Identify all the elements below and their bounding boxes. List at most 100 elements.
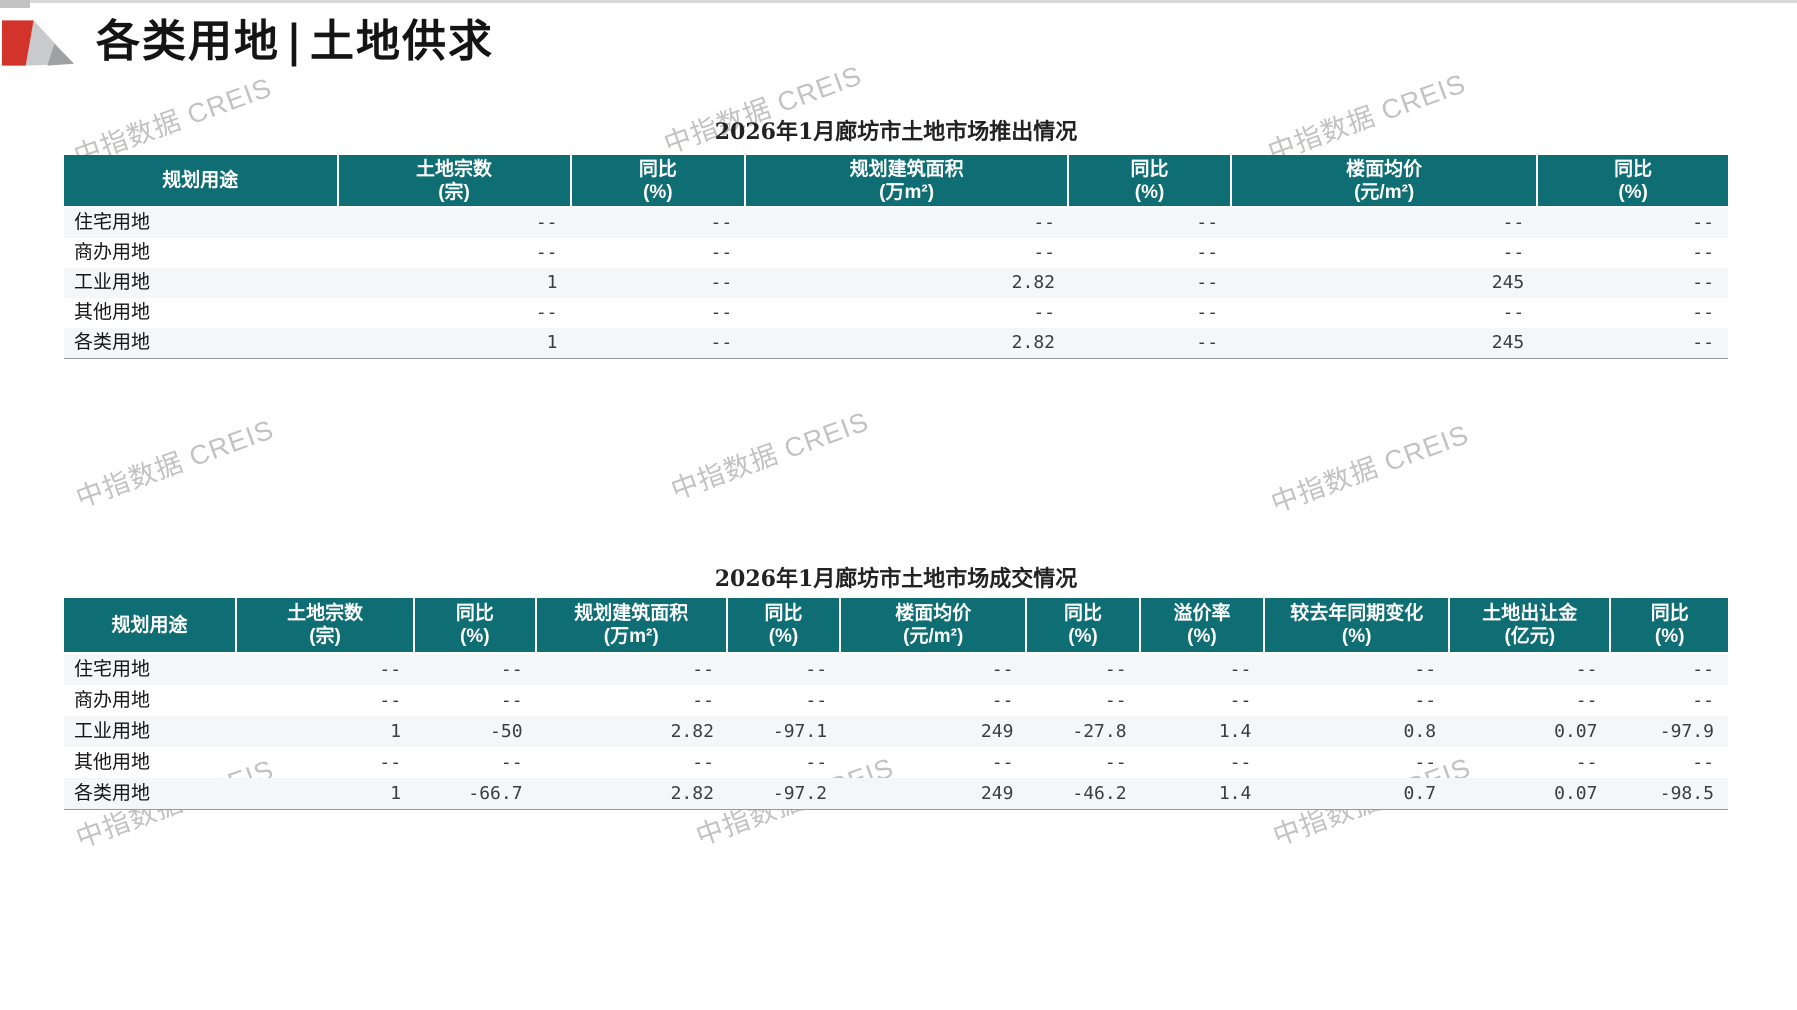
cell-value: -- (1692, 659, 1714, 680)
cell-value: -- (1033, 302, 1056, 323)
cell-value: -- (1033, 212, 1056, 233)
table-row: 住宅用地 -- -- -- -- -- -- (64, 208, 1728, 238)
cell-value: 2.82 (1011, 272, 1056, 293)
cell-value: 249 (980, 783, 1014, 804)
column-header: 楼面均价 (元/m²) (841, 598, 1028, 652)
cell-value: -- (535, 212, 558, 233)
table-row: 其他用地 -- -- -- -- -- -- (64, 298, 1728, 328)
cell-value: -- (379, 690, 402, 711)
row-label: 各类用地 (74, 332, 151, 353)
column-header: 同比 (%) (571, 155, 747, 206)
cell-value: -97.2 (772, 783, 828, 804)
cell-value: -- (692, 690, 714, 711)
cell-value: -- (1575, 690, 1598, 711)
cell-value: -- (805, 659, 828, 680)
cell-value: 245 (1491, 272, 1525, 293)
cell-value: -- (710, 272, 733, 293)
cell-value: -66.7 (468, 783, 523, 804)
cell-value: 0.8 (1403, 721, 1437, 742)
column-header: 规划用途 (64, 598, 238, 652)
column-header: 规划建筑面积 (万m²) (536, 598, 728, 652)
column-header: 较去年同期变化 (%) (1265, 598, 1451, 652)
table-row: 商办用地 -- -- -- -- -- -- (64, 238, 1728, 268)
cell-value: -98.5 (1659, 783, 1714, 804)
cell-value: -- (710, 242, 733, 263)
row-label: 其他用地 (74, 752, 151, 773)
table-row: 各类用地 1 -- 2.82 -- 245 -- (64, 328, 1728, 358)
column-header: 同比 (%) (1027, 598, 1141, 652)
cell-value: -- (535, 242, 558, 263)
cell-value: 0.7 (1403, 783, 1437, 804)
table-row: 各类用地 1 -66.7 2.82 -97.2 249 -46.2 1.4 0.7 0.07 -98… (64, 778, 1728, 809)
table-row: 商办用地 -- -- -- -- -- -- -- -- -- -- (64, 685, 1728, 716)
cell-value: -- (1692, 272, 1714, 293)
watermark-text: 中指数据 CREIS (71, 414, 278, 514)
cell-value: -- (1575, 752, 1598, 773)
cell-value: -- (1229, 659, 1252, 680)
page-title: 各类用地 | 土地供求 (96, 14, 494, 70)
row-label: 各类用地 (74, 783, 151, 804)
cell-value: 1 (546, 332, 558, 353)
column-header: 同比 (%) (1538, 155, 1728, 206)
cell-value: -- (1692, 302, 1714, 323)
cell-value: -- (1692, 752, 1714, 773)
cell-value: -- (379, 659, 402, 680)
table-title-supply: 2026年1月廊坊市土地市场推出情况 (714, 119, 1078, 145)
page-title-right: 土地供求 (310, 16, 495, 67)
land-transaction-table: 规划用途 土地宗数 (宗) 同比 (%) 规划建筑面积 (万m²) 同比 (%) 楼面均价 (元/m… (64, 598, 1728, 810)
cell-value: -- (710, 332, 733, 353)
row-label: 工业用地 (74, 721, 151, 742)
cell-value: -- (1229, 690, 1252, 711)
cell-value: -- (1414, 659, 1437, 680)
cell-value: -- (1502, 212, 1525, 233)
cell-value: -- (991, 659, 1014, 680)
cell-value: 2.82 (670, 721, 714, 742)
cell-value: -50 (490, 721, 523, 742)
table-title-transaction: 2026年1月廊坊市土地市场成交情况 (714, 566, 1078, 592)
cell-value: -- (1502, 242, 1525, 263)
cell-value: -- (1229, 752, 1252, 773)
cell-value: 1.4 (1218, 721, 1252, 742)
cell-value: 1.4 (1218, 783, 1252, 804)
cell-value: 2.82 (670, 783, 714, 804)
land-supply-table: 规划用途 土地宗数 (宗) 同比 (%) 规划建筑面积 (万m²) 同比 (%) 楼面均价 (元/m… (64, 155, 1728, 359)
table-row: 住宅用地 -- -- -- -- -- -- -- -- -- -- (64, 654, 1728, 685)
cell-value: 1 (390, 721, 402, 742)
column-header: 同比 (%) (415, 598, 537, 652)
cell-value: -- (500, 752, 523, 773)
page-title-separator: | (286, 16, 305, 67)
cell-value: -- (535, 302, 558, 323)
cell-value: -- (1692, 242, 1714, 263)
table-row: 工业用地 1 -- 2.82 -- 245 -- (64, 268, 1728, 298)
cell-value: -- (1414, 690, 1437, 711)
table-header-row: 规划用途 土地宗数 (宗) 同比 (%) 规划建筑面积 (万m²) 同比 (%) 楼面均价 (元/m… (64, 598, 1728, 652)
cell-value: 0.07 (1554, 783, 1598, 804)
cell-value: 1 (390, 783, 402, 804)
row-label: 工业用地 (74, 272, 151, 293)
top-divider-line (0, 0, 1797, 3)
cell-value: 245 (1491, 332, 1525, 353)
cell-value: -- (692, 752, 714, 773)
cell-value: -- (1414, 752, 1437, 773)
table-row: 工业用地 1 -50 2.82 -97.1 249 -27.8 1.4 0.8 0.07 -97.9 (64, 716, 1728, 747)
cell-value: -- (1196, 302, 1219, 323)
table-row: 其他用地 -- -- -- -- -- -- -- -- -- -- (64, 747, 1728, 778)
cell-value: -- (1502, 302, 1525, 323)
column-header: 同比 (%) (1069, 155, 1233, 206)
column-header: 楼面均价 (元/m²) (1232, 155, 1539, 206)
page-title-left: 各类用地 (96, 16, 280, 67)
corner-chip (0, 0, 30, 8)
cell-value: -97.9 (1659, 721, 1714, 742)
row-label: 住宅用地 (74, 212, 151, 233)
cell-value: -27.8 (1072, 721, 1127, 742)
table-header-row: 规划用途 土地宗数 (宗) 同比 (%) 规划建筑面积 (万m²) 同比 (%) 楼面均价 (元/m… (64, 155, 1728, 206)
watermark-text: 中指数据 CREIS (666, 406, 873, 506)
column-header: 溢价率 (%) (1140, 598, 1266, 652)
row-label: 商办用地 (74, 242, 151, 263)
cell-value: 1 (546, 272, 558, 293)
cell-value: -97.1 (772, 721, 828, 742)
cell-value: -- (991, 690, 1014, 711)
row-label: 其他用地 (74, 302, 151, 323)
column-header: 同比 (%) (1611, 598, 1728, 652)
cell-value: -- (500, 690, 523, 711)
